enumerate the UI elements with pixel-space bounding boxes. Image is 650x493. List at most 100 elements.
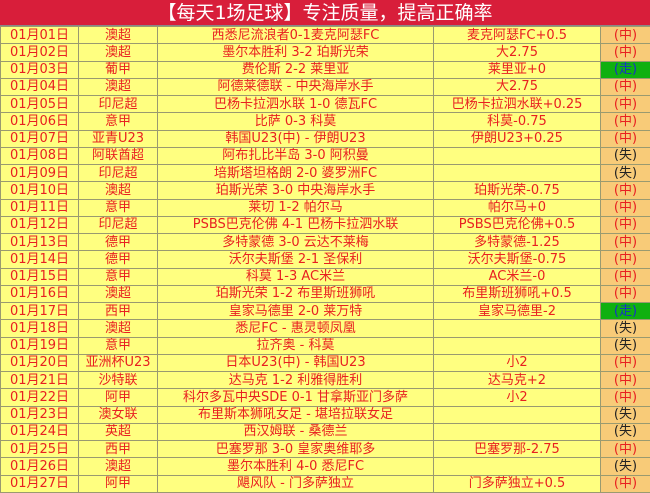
table-row: 01月17日 西甲 皇家马德里 2-0 莱万特 皇家马德里-2 (走) [0,301,650,321]
result-cell: (失) [600,163,650,183]
date-cell: 01月05日 [0,94,79,114]
match-cell: 墨尔本胜利 4-0 悉尼FC [157,457,434,476]
result-cell: (中) [600,43,650,62]
result-cell: (中) [600,267,650,286]
league-cell: 意甲 [78,112,158,131]
date-cell: 01月15日 [0,267,79,286]
league-cell: 沙特联 [78,370,158,390]
table-row: 01月14日 德甲 沃尔夫斯堡 2-1 圣保利 沃尔夫斯堡-0.75 (中) [0,250,650,269]
date-cell: 01月03日 [0,60,79,79]
match-cell: 飓风队 - 门多萨独立 [157,474,434,493]
league-cell: 意甲 [78,267,158,286]
match-cell: 西悉尼流浪者0-1麦克阿瑟FC [157,25,434,45]
league-cell: 澳超 [78,181,158,200]
league-cell: 澳女联 [78,405,158,424]
pick-cell: 布里斯班狮吼+0.5 [433,284,601,304]
result-cell: (中) [600,181,650,200]
result-cell: (中) [600,439,650,459]
pick-cell: PSBS巴克伦佛+0.5 [433,215,601,235]
league-cell: 亚青U23 [78,129,158,148]
match-cell: 阿德莱德联 - 中央海岸水手 [157,77,434,97]
result-cell: (走) [600,301,650,321]
match-cell: 布里斯本狮吼女足 - 堪培拉联女足 [157,405,434,424]
league-cell: 印尼超 [78,163,158,183]
date-cell: 01月23日 [0,405,79,424]
league-cell: 印尼超 [78,215,158,235]
pick-cell: 大2.75 [433,77,601,97]
table-row: 01月05日 印尼超 巴杨卡拉泗水联 1-0 德瓦FC 巴杨卡拉泗水联+0.25 (中) [0,94,650,114]
date-cell: 01月20日 [0,353,79,373]
pick-cell [433,405,601,424]
match-cell: 西汉姆联 - 桑德兰 [157,422,434,442]
date-cell: 01月11日 [0,198,79,217]
date-cell: 01月01日 [0,25,79,45]
page-title: 【每天1场足球】专注质量，提高正确率 [0,0,650,26]
date-cell: 01月21日 [0,370,79,390]
table-row: 01月19日 意甲 拉齐奥 - 科莫 (失) [0,336,650,355]
pick-cell: AC米兰-0 [433,267,601,286]
date-cell: 01月27日 [0,474,79,493]
pick-cell: 科莫-0.75 [433,112,601,131]
date-cell: 01月17日 [0,301,79,321]
result-cell: (中) [600,215,650,235]
match-cell: 科尔多瓦中央SDE 0-1 甘拿斯亚门多萨 [157,388,434,407]
pick-cell: 帕尔马+0 [433,198,601,217]
pick-cell [433,319,601,338]
table-row: 01月21日 沙特联 达马克 1-2 利雅得胜利 达马克+2 (中) [0,370,650,390]
table-row: 01月23日 澳女联 布里斯本狮吼女足 - 堪培拉联女足 (失) [0,405,650,424]
league-cell: 西甲 [78,301,158,321]
league-cell: 意甲 [78,336,158,355]
pick-cell: 小2 [433,353,601,373]
pick-cell [433,457,601,476]
date-cell: 01月13日 [0,232,79,252]
result-cell: (中) [600,198,650,217]
league-cell: 澳超 [78,319,158,338]
pick-cell: 莱里亚+0 [433,60,601,79]
match-cell: 珀斯光荣 1-2 布里斯班狮吼 [157,284,434,304]
league-cell: 阿甲 [78,388,158,407]
result-cell: (中) [600,77,650,97]
result-cell: (失) [600,336,650,355]
result-cell: (中) [600,112,650,131]
match-cell: 比萨 0-3 科莫 [157,112,434,131]
table-row: 01月12日 印尼超 PSBS巴克伦佛 4-1 巴杨卡拉泗水联 PSBS巴克伦佛+0.… [0,215,650,235]
match-cell: 莱切 1-2 帕尔马 [157,198,434,217]
match-cell: 拉齐奥 - 科莫 [157,336,434,355]
date-cell: 01月22日 [0,388,79,407]
league-cell: 英超 [78,422,158,442]
match-cell: PSBS巴克伦佛 4-1 巴杨卡拉泗水联 [157,215,434,235]
match-cell: 墨尔本胜利 3-2 珀斯光荣 [157,43,434,62]
date-cell: 01月08日 [0,146,79,166]
date-cell: 01月16日 [0,284,79,304]
pick-cell: 沃尔夫斯堡-0.75 [433,250,601,269]
table-row: 01月10日 澳超 珀斯光荣 3-0 中央海岸水手 珀斯光荣-0.75 (中) [0,181,650,200]
pick-cell: 伊朗U23+0.25 [433,129,601,148]
league-cell: 澳超 [78,43,158,62]
date-cell: 01月24日 [0,422,79,442]
date-cell: 01月06日 [0,112,79,131]
table-row: 01月16日 澳超 珀斯光荣 1-2 布里斯班狮吼 布里斯班狮吼+0.5 (中) [0,284,650,304]
league-cell: 澳超 [78,25,158,45]
league-cell: 德甲 [78,232,158,252]
pick-cell: 小2 [433,388,601,407]
result-cell: (失) [600,457,650,476]
date-cell: 01月25日 [0,439,79,459]
table-row: 01月26日 澳超 墨尔本胜利 4-0 悉尼FC (失) [0,457,650,476]
league-cell: 印尼超 [78,94,158,114]
match-cell: 阿布扎比半岛 3-0 阿积曼 [157,146,434,166]
league-cell: 澳超 [78,77,158,97]
result-cell: (中) [600,94,650,114]
match-cell: 皇家马德里 2-0 莱万特 [157,301,434,321]
pick-cell [433,146,601,166]
match-cell: 日本U23(中) - 韩国U23 [157,353,434,373]
pick-cell: 巴杨卡拉泗水联+0.25 [433,94,601,114]
league-cell: 澳超 [78,284,158,304]
result-cell: (中) [600,388,650,407]
results-table: 01月01日 澳超 西悉尼流浪者0-1麦克阿瑟FC 麦克阿瑟FC+0.5 (中) 01月0… [0,25,650,493]
result-cell: (失) [600,405,650,424]
result-cell: (中) [600,284,650,304]
match-cell: 悉尼FC - 惠灵顿凤凰 [157,319,434,338]
result-cell: (失) [600,146,650,166]
pick-cell: 门多萨独立+0.5 [433,474,601,493]
table-row: 01月25日 西甲 巴塞罗那 3-0 皇家奥维耶多 巴塞罗那-2.75 (中) [0,439,650,459]
